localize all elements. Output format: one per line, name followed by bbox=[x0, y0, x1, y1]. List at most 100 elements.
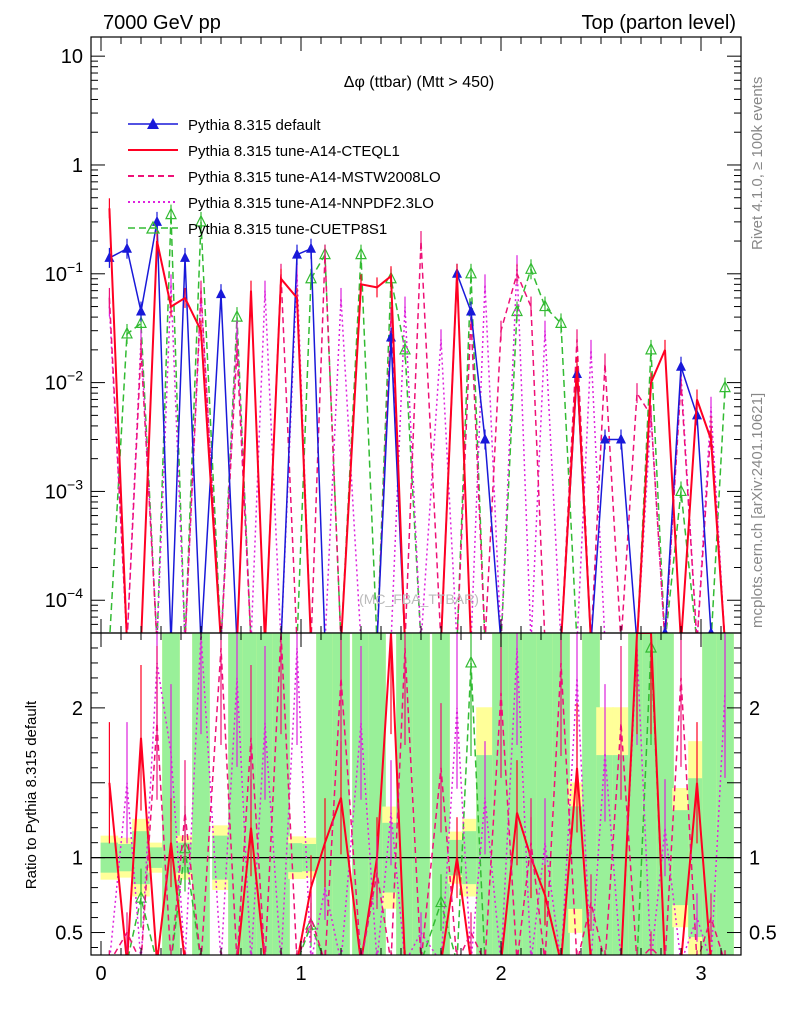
ratio-point-cuetp bbox=[586, 956, 596, 966]
main-point-cuetp bbox=[465, 266, 477, 279]
ratio-point-cuetp bbox=[556, 956, 566, 966]
ratio-point-cuetp bbox=[135, 890, 147, 903]
legend: Pythia 8.315 default Pythia 8.315 tune-A… bbox=[128, 117, 441, 238]
main-point-cuetp bbox=[525, 261, 537, 274]
main-point-default bbox=[662, 627, 668, 633]
ratio-y-axis: 0.5 0.5 1 1 2 2 bbox=[55, 647, 777, 949]
ratio-point-cuetp bbox=[372, 956, 382, 966]
ratio-point-cuetp bbox=[152, 956, 162, 966]
main-point-default bbox=[152, 215, 162, 226]
ratio-y-tick-label-right: 1 bbox=[749, 848, 760, 870]
band-green bbox=[702, 633, 720, 955]
ratio-point-cuetp bbox=[452, 956, 462, 966]
main-point-cuetp bbox=[719, 380, 731, 393]
x-tick-label: 2 bbox=[495, 963, 506, 985]
ratio-point-cuetp bbox=[616, 956, 626, 966]
ratio-point-cuetp bbox=[400, 956, 410, 966]
main-point-default bbox=[216, 288, 226, 299]
ratio-point-cuetp bbox=[435, 895, 447, 908]
legend-label-default: Pythia 8.315 default bbox=[188, 117, 321, 134]
main-series-line-mstw bbox=[108, 240, 726, 633]
main-point-default bbox=[306, 242, 316, 253]
main-point-cuetp bbox=[305, 271, 317, 284]
ratio-point-cuetp bbox=[356, 956, 366, 966]
ratio-point-cuetp bbox=[600, 956, 610, 966]
ratio-point-cuetp bbox=[572, 956, 582, 966]
triangle-marker-icon bbox=[147, 118, 159, 129]
ratio-point-cuetp bbox=[386, 956, 396, 966]
main-point-default bbox=[676, 360, 686, 371]
main-series-line-default bbox=[109, 221, 713, 633]
y-tick-label: 10−4 bbox=[45, 585, 83, 612]
y-tick-label: 10 bbox=[61, 46, 83, 68]
x-axis: 0 1 2 3 bbox=[95, 37, 722, 985]
legend-label-cuetp: Pythia 8.315 tune-CUETP8S1 bbox=[188, 221, 387, 238]
ratio-point-cuetp bbox=[512, 956, 522, 966]
ratio-point-cuetp bbox=[196, 956, 206, 966]
ratio-point-cuetp bbox=[540, 956, 550, 966]
ratio-point-cuetp bbox=[276, 956, 286, 966]
main-point-default bbox=[386, 331, 396, 342]
main-point-cuetp bbox=[165, 207, 177, 220]
main-point-default bbox=[708, 627, 714, 633]
ratio-point-cuetp bbox=[260, 956, 270, 966]
main-point-cuetp bbox=[539, 299, 551, 312]
ratio-point-cuetp bbox=[660, 956, 670, 966]
y-tick-label: 10−2 bbox=[45, 368, 83, 395]
plot-title: Δφ (ttbar) (Mtt > 450) bbox=[344, 74, 494, 91]
main-point-cuetp bbox=[675, 484, 687, 497]
legend-entry-nnpdf: Pythia 8.315 tune-A14-NNPDF2.3LO bbox=[128, 195, 434, 212]
ratio-point-cuetp bbox=[336, 956, 346, 966]
main-point-default bbox=[122, 242, 132, 253]
main-series-line-cuetp bbox=[109, 214, 726, 633]
legend-entry-cuetp: Pythia 8.315 tune-CUETP8S1 bbox=[128, 220, 387, 238]
open-triangle-marker-icon bbox=[145, 220, 161, 234]
ratio-y-tick-label-left: 2 bbox=[72, 698, 83, 720]
ratio-point-cuetp bbox=[246, 956, 256, 966]
main-point-default bbox=[600, 433, 610, 444]
main-point-cuetp bbox=[399, 342, 411, 355]
header-right: Top (parton level) bbox=[581, 12, 736, 34]
ratio-point-cuetp bbox=[480, 956, 490, 966]
ratio-plot-area bbox=[91, 633, 741, 966]
main-point-cuetp bbox=[195, 214, 207, 227]
ratio-series-line-nnpdf bbox=[109, 633, 726, 955]
band-green bbox=[368, 633, 386, 955]
ratio-axis-label: Ratio to Pythia 8.315 default bbox=[23, 700, 40, 889]
header-left: 7000 GeV pp bbox=[103, 12, 221, 34]
legend-entry-cteq: Pythia 8.315 tune-A14-CTEQL1 bbox=[128, 143, 400, 160]
main-point-default bbox=[136, 305, 146, 316]
legend-entry-default: Pythia 8.315 default bbox=[128, 117, 321, 134]
ratio-point-cuetp bbox=[320, 956, 330, 966]
main-point-cuetp bbox=[135, 316, 147, 329]
band-green bbox=[716, 633, 734, 955]
main-plot-area bbox=[104, 198, 731, 633]
ratio-point-cuetp bbox=[526, 956, 536, 966]
ratio-y-tick-label-right: 2 bbox=[749, 698, 760, 720]
main-y-axis: 10−4 10−3 10−2 10−1 1 10 bbox=[45, 46, 741, 634]
ratio-point-cuetp bbox=[720, 956, 730, 966]
x-tick-label: 1 bbox=[295, 963, 306, 985]
legend-label-mstw: Pythia 8.315 tune-A14-MSTW2008LO bbox=[188, 169, 441, 186]
main-point-default bbox=[616, 433, 626, 444]
legend-label-cteq: Pythia 8.315 tune-A14-CTEQL1 bbox=[188, 143, 400, 160]
ratio-point-cuetp bbox=[216, 956, 226, 966]
ratio-frame bbox=[90, 632, 742, 956]
ratio-point-cuetp bbox=[416, 956, 426, 966]
ratio-y-tick-label-right: 0.5 bbox=[749, 923, 777, 945]
y-tick-label: 10−3 bbox=[45, 476, 83, 503]
ratio-y-tick-label-left: 1 bbox=[72, 848, 83, 870]
main-point-default bbox=[292, 248, 302, 259]
rivet-version-label: Rivet 4.1.0, ≥ 100k events bbox=[749, 77, 766, 250]
ratio-point-cuetp bbox=[166, 956, 176, 966]
main-point-default bbox=[180, 251, 190, 262]
ratio-point-cuetp bbox=[232, 956, 242, 966]
legend-label-nnpdf: Pythia 8.315 tune-A14-NNPDF2.3LO bbox=[188, 195, 434, 212]
ratio-series-line-cteq bbox=[108, 633, 712, 955]
ratio-y-tick-label-left: 0.5 bbox=[55, 923, 83, 945]
main-series-line-cteq bbox=[108, 208, 726, 633]
main-point-cuetp bbox=[645, 342, 657, 355]
main-point-cuetp bbox=[121, 326, 133, 339]
legend-entry-mstw: Pythia 8.315 tune-A14-MSTW2008LO bbox=[128, 169, 441, 186]
